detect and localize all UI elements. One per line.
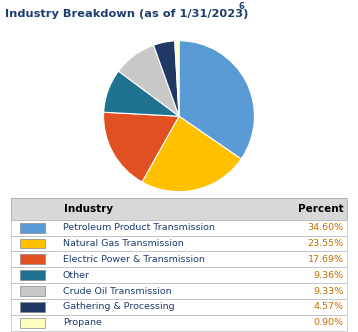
- Text: 17.69%: 17.69%: [308, 255, 344, 264]
- Bar: [11, 251, 347, 267]
- Text: 0.90%: 0.90%: [314, 318, 344, 327]
- Text: Industry: Industry: [64, 204, 113, 214]
- Text: 9.33%: 9.33%: [314, 287, 344, 295]
- Text: Other: Other: [63, 271, 90, 280]
- Bar: [20, 238, 45, 248]
- Wedge shape: [175, 41, 179, 116]
- Bar: [20, 318, 45, 328]
- Bar: [11, 267, 347, 283]
- Wedge shape: [142, 116, 241, 192]
- Text: 34.60%: 34.60%: [308, 223, 344, 232]
- Text: 23.55%: 23.55%: [308, 239, 344, 248]
- Bar: [20, 302, 45, 312]
- Bar: [20, 286, 45, 296]
- Bar: [20, 270, 45, 280]
- Bar: [11, 198, 347, 220]
- Bar: [11, 220, 347, 236]
- Text: 9.36%: 9.36%: [314, 271, 344, 280]
- Bar: [20, 223, 45, 233]
- Wedge shape: [154, 41, 179, 116]
- Text: Electric Power & Transmission: Electric Power & Transmission: [63, 255, 204, 264]
- Text: 6: 6: [239, 2, 245, 11]
- Text: Gathering & Processing: Gathering & Processing: [63, 302, 174, 311]
- Wedge shape: [104, 71, 179, 116]
- Bar: [11, 315, 347, 331]
- Text: Petroleum Product Transmission: Petroleum Product Transmission: [63, 223, 214, 232]
- Text: Propane: Propane: [63, 318, 102, 327]
- Wedge shape: [179, 41, 255, 159]
- Text: 4.57%: 4.57%: [314, 302, 344, 311]
- Bar: [11, 299, 347, 315]
- Text: Percent: Percent: [298, 204, 344, 214]
- Text: Industry Breakdown (as of 1/31/2023): Industry Breakdown (as of 1/31/2023): [5, 9, 249, 19]
- Wedge shape: [118, 45, 179, 116]
- Bar: [20, 254, 45, 264]
- Text: Crude Oil Transmission: Crude Oil Transmission: [63, 287, 171, 295]
- Wedge shape: [103, 112, 179, 182]
- Bar: [11, 283, 347, 299]
- Bar: [11, 236, 347, 251]
- Text: Natural Gas Transmission: Natural Gas Transmission: [63, 239, 183, 248]
